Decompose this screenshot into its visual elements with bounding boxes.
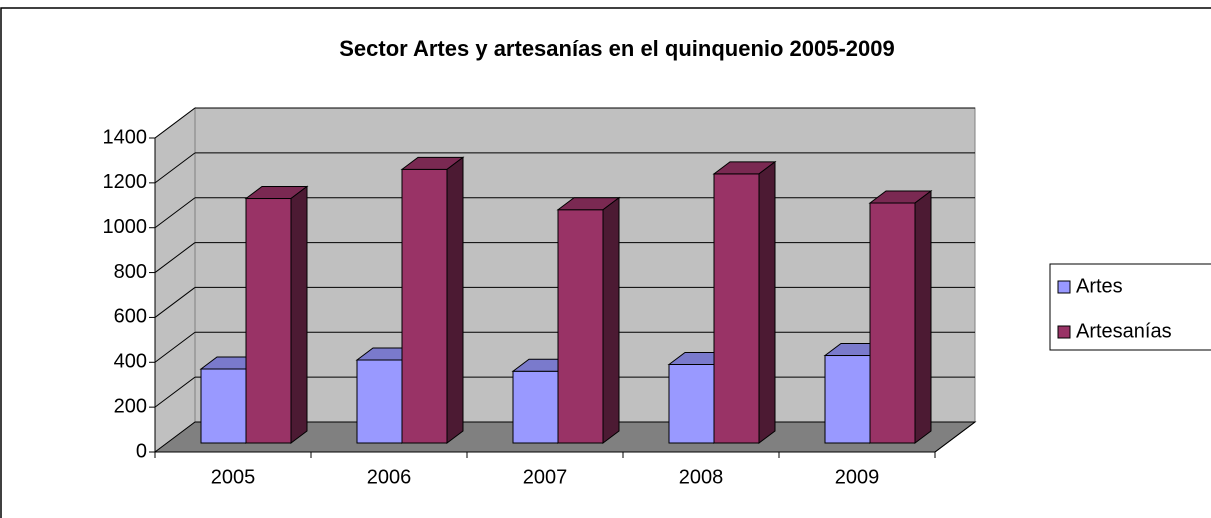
x-tick-label: 2007: [523, 466, 568, 488]
bar: [512, 370, 559, 444]
y-tick-label: 0: [136, 440, 147, 462]
bar: [245, 198, 292, 444]
legend-label: Artesanías: [1076, 320, 1172, 342]
bar: [557, 209, 604, 444]
grid-line: [154, 287, 196, 318]
chart-title: Sector Artes y artesanías en el quinquen…: [339, 36, 895, 61]
x-tick-label: 2006: [367, 466, 412, 488]
grid-line: [154, 242, 196, 273]
grid-line: [154, 197, 196, 229]
x-tick-label: 2008: [679, 466, 724, 488]
y-tick-label: 1400: [103, 126, 148, 148]
side-wall: [154, 107, 196, 453]
bar-side: [446, 156, 464, 444]
x-tick-label: 2005: [211, 466, 256, 488]
y-tick-label: 800: [114, 261, 147, 283]
y-tick-label: 600: [114, 306, 147, 328]
x-tick-label: 2009: [835, 466, 880, 488]
bar: [713, 173, 760, 444]
y-tick-label: 400: [114, 351, 147, 373]
bar: [401, 168, 448, 444]
bar-side: [290, 185, 308, 444]
bar: [824, 355, 871, 444]
legend-label: Artes: [1076, 275, 1123, 297]
bar: [668, 364, 715, 444]
bar-side: [758, 160, 776, 444]
grid-line: [154, 331, 196, 363]
y-tick-label: 200: [114, 395, 147, 417]
grid-line: [154, 152, 196, 184]
x-axis-depth: [934, 421, 976, 453]
bar-side: [602, 196, 620, 444]
legend-swatch: [1057, 280, 1071, 294]
legend: [1049, 263, 1211, 351]
grid-line: [154, 107, 196, 139]
bar-side: [914, 190, 932, 444]
bar: [869, 202, 916, 444]
y-tick-label: 1000: [103, 216, 148, 238]
bar: [200, 368, 247, 444]
y-tick-label: 1200: [103, 171, 148, 193]
grid-line: [154, 376, 196, 408]
bar: [356, 359, 403, 444]
legend-swatch: [1057, 325, 1071, 339]
